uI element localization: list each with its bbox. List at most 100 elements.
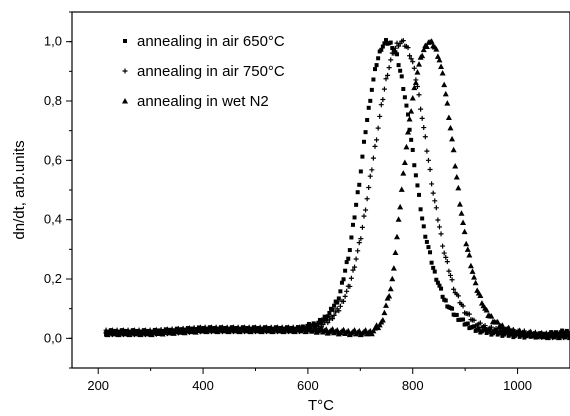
data-point: [332, 303, 337, 308]
data-point: [375, 125, 381, 131]
data-point: [450, 306, 455, 311]
data-point: [451, 286, 457, 292]
y-tick-label: 1,0: [44, 34, 62, 49]
data-point: [433, 205, 439, 211]
y-axis-title: dn/dt, arb.units: [11, 140, 28, 239]
data-point: [567, 334, 570, 341]
data-point: [327, 310, 332, 315]
data-point: [344, 288, 350, 294]
data-point: [417, 192, 422, 197]
data-point: [321, 317, 326, 322]
data-point: [326, 317, 332, 323]
data-point: [471, 274, 478, 280]
data-point: [408, 56, 414, 62]
data-point: [395, 52, 400, 57]
data-point: [426, 245, 431, 250]
x-axis: 200 400 600 800 1000: [87, 368, 532, 393]
data-point: [436, 56, 443, 63]
data-point: [441, 81, 448, 88]
data-point: [464, 246, 471, 252]
data-point: [386, 65, 392, 71]
data-point: [370, 327, 377, 334]
data-point: [322, 314, 327, 319]
data-point: [341, 277, 346, 282]
data-point: [449, 277, 455, 283]
data-point: [375, 324, 382, 331]
data-point: [357, 182, 362, 187]
data-point: [379, 316, 386, 323]
data-point: [370, 155, 376, 161]
data-point: [352, 215, 357, 220]
y-tick-label: 0,6: [44, 152, 62, 167]
data-point: [368, 98, 373, 103]
data-point: [425, 157, 431, 163]
plot-area: [103, 38, 570, 341]
data-point: [383, 76, 389, 82]
data-point: [460, 219, 467, 225]
data-point: [438, 63, 445, 69]
data-point: [411, 84, 418, 91]
data-point: [411, 65, 417, 71]
data-point: [494, 318, 501, 325]
data-point: [398, 68, 403, 73]
data-point: [369, 167, 375, 173]
data-point: [361, 213, 367, 219]
data-point: [346, 256, 351, 261]
data-point: [439, 286, 444, 291]
data-point: [476, 326, 481, 331]
data-point: [344, 260, 349, 265]
data-point: [406, 112, 411, 117]
data-point: [447, 124, 454, 131]
data-point: [363, 130, 368, 135]
data-point: [388, 57, 394, 63]
x-tick-label: 1000: [503, 378, 532, 393]
data-point: [505, 324, 512, 331]
data-point: [467, 262, 474, 269]
data-point: [404, 103, 409, 108]
data-point: [423, 43, 430, 50]
data-point: [387, 285, 394, 292]
data-point: [420, 216, 425, 221]
data-point: [428, 38, 435, 44]
data-point: [444, 100, 451, 106]
data-point: [456, 201, 463, 207]
series-plus: [103, 38, 570, 341]
data-point: [358, 169, 363, 174]
data-point: [367, 173, 373, 179]
data-point: [412, 79, 419, 85]
data-point: [413, 173, 418, 178]
data-point: [443, 254, 449, 260]
data-point: [455, 184, 462, 191]
data-point: [306, 321, 311, 326]
x-tick-label: 400: [192, 378, 214, 393]
data-point: [423, 234, 428, 239]
data-point: [443, 298, 448, 303]
legend-marker: [122, 98, 128, 104]
data-point: [360, 154, 365, 159]
data-point: [319, 320, 324, 325]
data-point: [331, 312, 337, 318]
data-point: [343, 268, 348, 273]
data-point: [380, 97, 386, 103]
data-point: [440, 294, 445, 299]
data-point: [347, 283, 353, 289]
data-point: [463, 240, 470, 247]
data-point: [397, 203, 404, 210]
data-point: [461, 317, 466, 322]
data-point: [349, 235, 354, 240]
data-point: [431, 265, 436, 270]
data-point: [337, 303, 343, 309]
data-point: [325, 320, 331, 326]
data-point: [466, 311, 472, 317]
data-point: [407, 53, 413, 59]
y-tick-label: 0,4: [44, 212, 62, 227]
data-point: [414, 69, 421, 75]
data-point: [469, 268, 476, 274]
data-point: [439, 69, 446, 76]
data-point: [352, 264, 358, 270]
data-point: [560, 328, 565, 333]
data-point: [416, 61, 423, 67]
data-point: [432, 269, 437, 274]
data-point: [446, 268, 452, 274]
data-point: [369, 87, 374, 92]
